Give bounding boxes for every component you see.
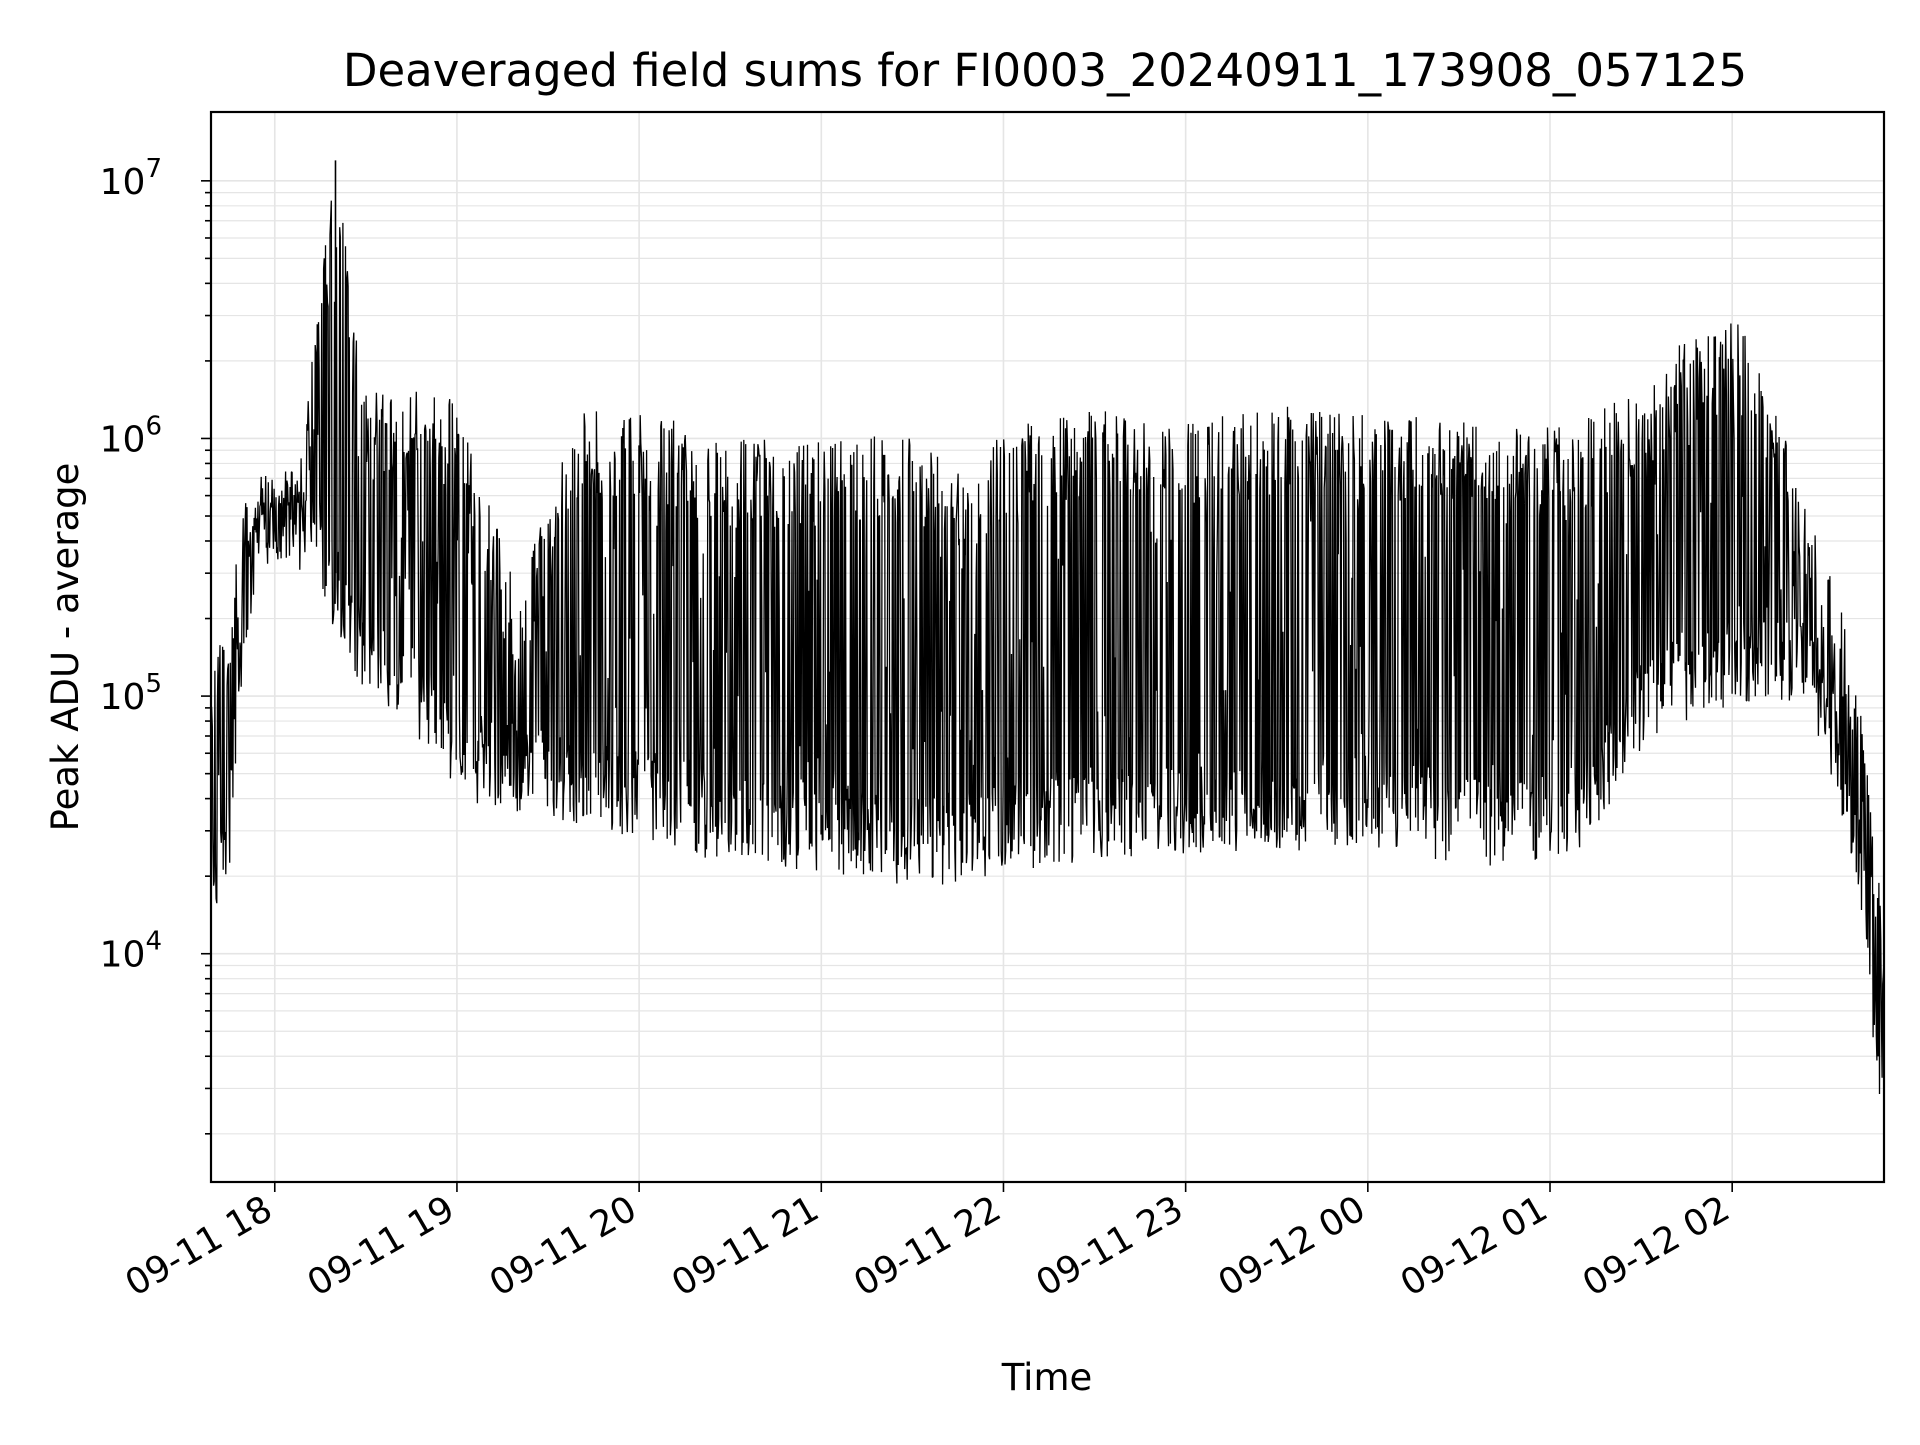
x-tick-label: 09-11 22 [847, 1188, 1008, 1304]
data-layer [210, 160, 1885, 1095]
y-axis-label: Peak ADU - average [44, 463, 87, 832]
chart-title: Deaveraged field sums for FI0003_2024091… [343, 44, 1747, 97]
x-tick-label: 09-11 20 [483, 1188, 644, 1304]
x-tick-label: 09-12 01 [1394, 1188, 1555, 1304]
series-line [210, 200, 1885, 1095]
x-tick-label: 09-11 23 [1029, 1188, 1190, 1304]
x-axis-label: Time [1001, 1356, 1093, 1399]
x-tick-label: 09-12 02 [1576, 1188, 1737, 1304]
x-tick-label: 09-12 00 [1212, 1188, 1373, 1304]
plot-frame [209, 110, 1886, 1184]
y-tick-label: 106 [100, 411, 162, 460]
y-tick-label: 107 [100, 154, 162, 203]
x-tick-label: 09-11 18 [119, 1188, 280, 1304]
y-tick-label: 104 [100, 927, 162, 976]
y-tick-label: 105 [100, 669, 162, 718]
x-tick-label: 09-11 19 [301, 1188, 462, 1304]
x-tick-label: 09-11 21 [665, 1188, 826, 1304]
